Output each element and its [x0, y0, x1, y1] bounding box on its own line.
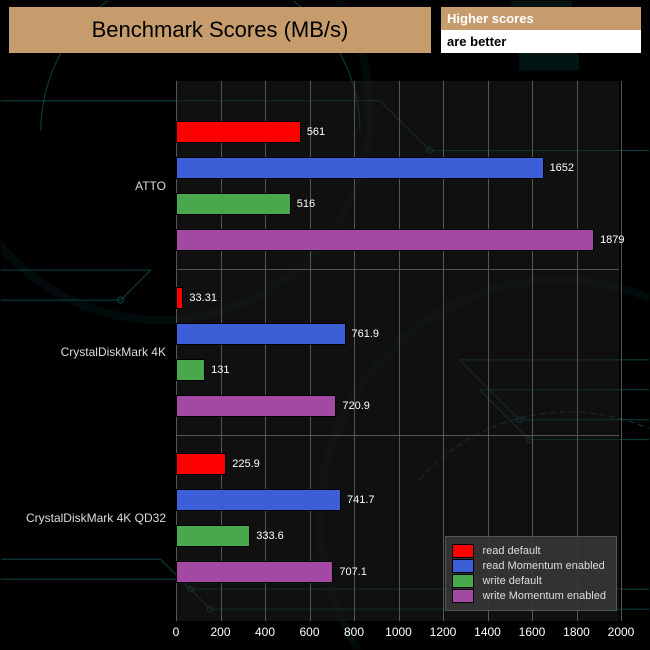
chart-title: Benchmark Scores (MB/s)	[9, 7, 431, 53]
x-tick-label: 400	[255, 625, 275, 639]
x-tick-label: 1200	[430, 625, 457, 639]
higher-scores-box: Higher scores are better	[441, 7, 641, 53]
legend-swatch	[452, 544, 474, 558]
bar-value-label: 516	[297, 198, 315, 210]
x-tick-label: 1400	[474, 625, 501, 639]
legend-label: write default	[482, 575, 541, 587]
header: Benchmark Scores (MB/s) Higher scores ar…	[9, 7, 641, 53]
x-tick-label: 2000	[608, 625, 635, 639]
bar-value-label: 720.9	[342, 400, 370, 412]
bar	[176, 287, 183, 309]
higher-scores-bottom: are better	[441, 30, 641, 53]
bar-value-label: 33.31	[189, 292, 217, 304]
legend-item: read Momentum enabled	[452, 559, 606, 573]
bar	[176, 323, 346, 345]
category-label: ATTO	[135, 179, 166, 193]
bar-value-label: 1652	[550, 162, 574, 174]
legend-label: read default	[482, 545, 540, 557]
group-divider	[176, 269, 619, 270]
legend-label: write Momentum enabled	[482, 590, 606, 602]
bar	[176, 229, 594, 251]
higher-scores-top: Higher scores	[441, 7, 641, 30]
bar	[176, 193, 291, 215]
legend-swatch	[452, 574, 474, 588]
x-tick-label: 1600	[519, 625, 546, 639]
bar	[176, 453, 226, 475]
bar	[176, 359, 205, 381]
legend-item: read default	[452, 544, 606, 558]
category-label: CrystalDiskMark 4K	[61, 345, 166, 359]
bar	[176, 395, 336, 417]
bar-value-label: 225.9	[232, 458, 260, 470]
bar	[176, 121, 301, 143]
bar-value-label: 131	[211, 364, 229, 376]
legend-label: read Momentum enabled	[482, 560, 604, 572]
figure: Benchmark Scores (MB/s) Higher scores ar…	[0, 0, 650, 650]
legend: read default read Momentum enabled write d…	[445, 536, 617, 611]
bar-value-label: 741.7	[347, 494, 375, 506]
x-tick-label: 1800	[563, 625, 590, 639]
bar	[176, 525, 250, 547]
x-tick-label: 800	[344, 625, 364, 639]
bar-value-label: 707.1	[339, 566, 367, 578]
bar-value-label: 561	[307, 126, 325, 138]
bar-value-label: 761.9	[352, 328, 380, 340]
group-divider	[176, 435, 619, 436]
bar	[176, 157, 544, 179]
category-label: CrystalDiskMark 4K QD32	[26, 511, 166, 525]
x-gridline	[621, 81, 622, 621]
x-tick-label: 200	[210, 625, 230, 639]
bar	[176, 561, 333, 583]
legend-swatch	[452, 589, 474, 603]
bar	[176, 489, 341, 511]
x-tick-label: 0	[173, 625, 180, 639]
x-tick-label: 1000	[385, 625, 412, 639]
x-tick-label: 600	[299, 625, 319, 639]
legend-item: write default	[452, 574, 606, 588]
legend-item: write Momentum enabled	[452, 589, 606, 603]
bar-value-label: 1879	[600, 234, 624, 246]
bar-value-label: 333.6	[256, 530, 284, 542]
legend-swatch	[452, 559, 474, 573]
